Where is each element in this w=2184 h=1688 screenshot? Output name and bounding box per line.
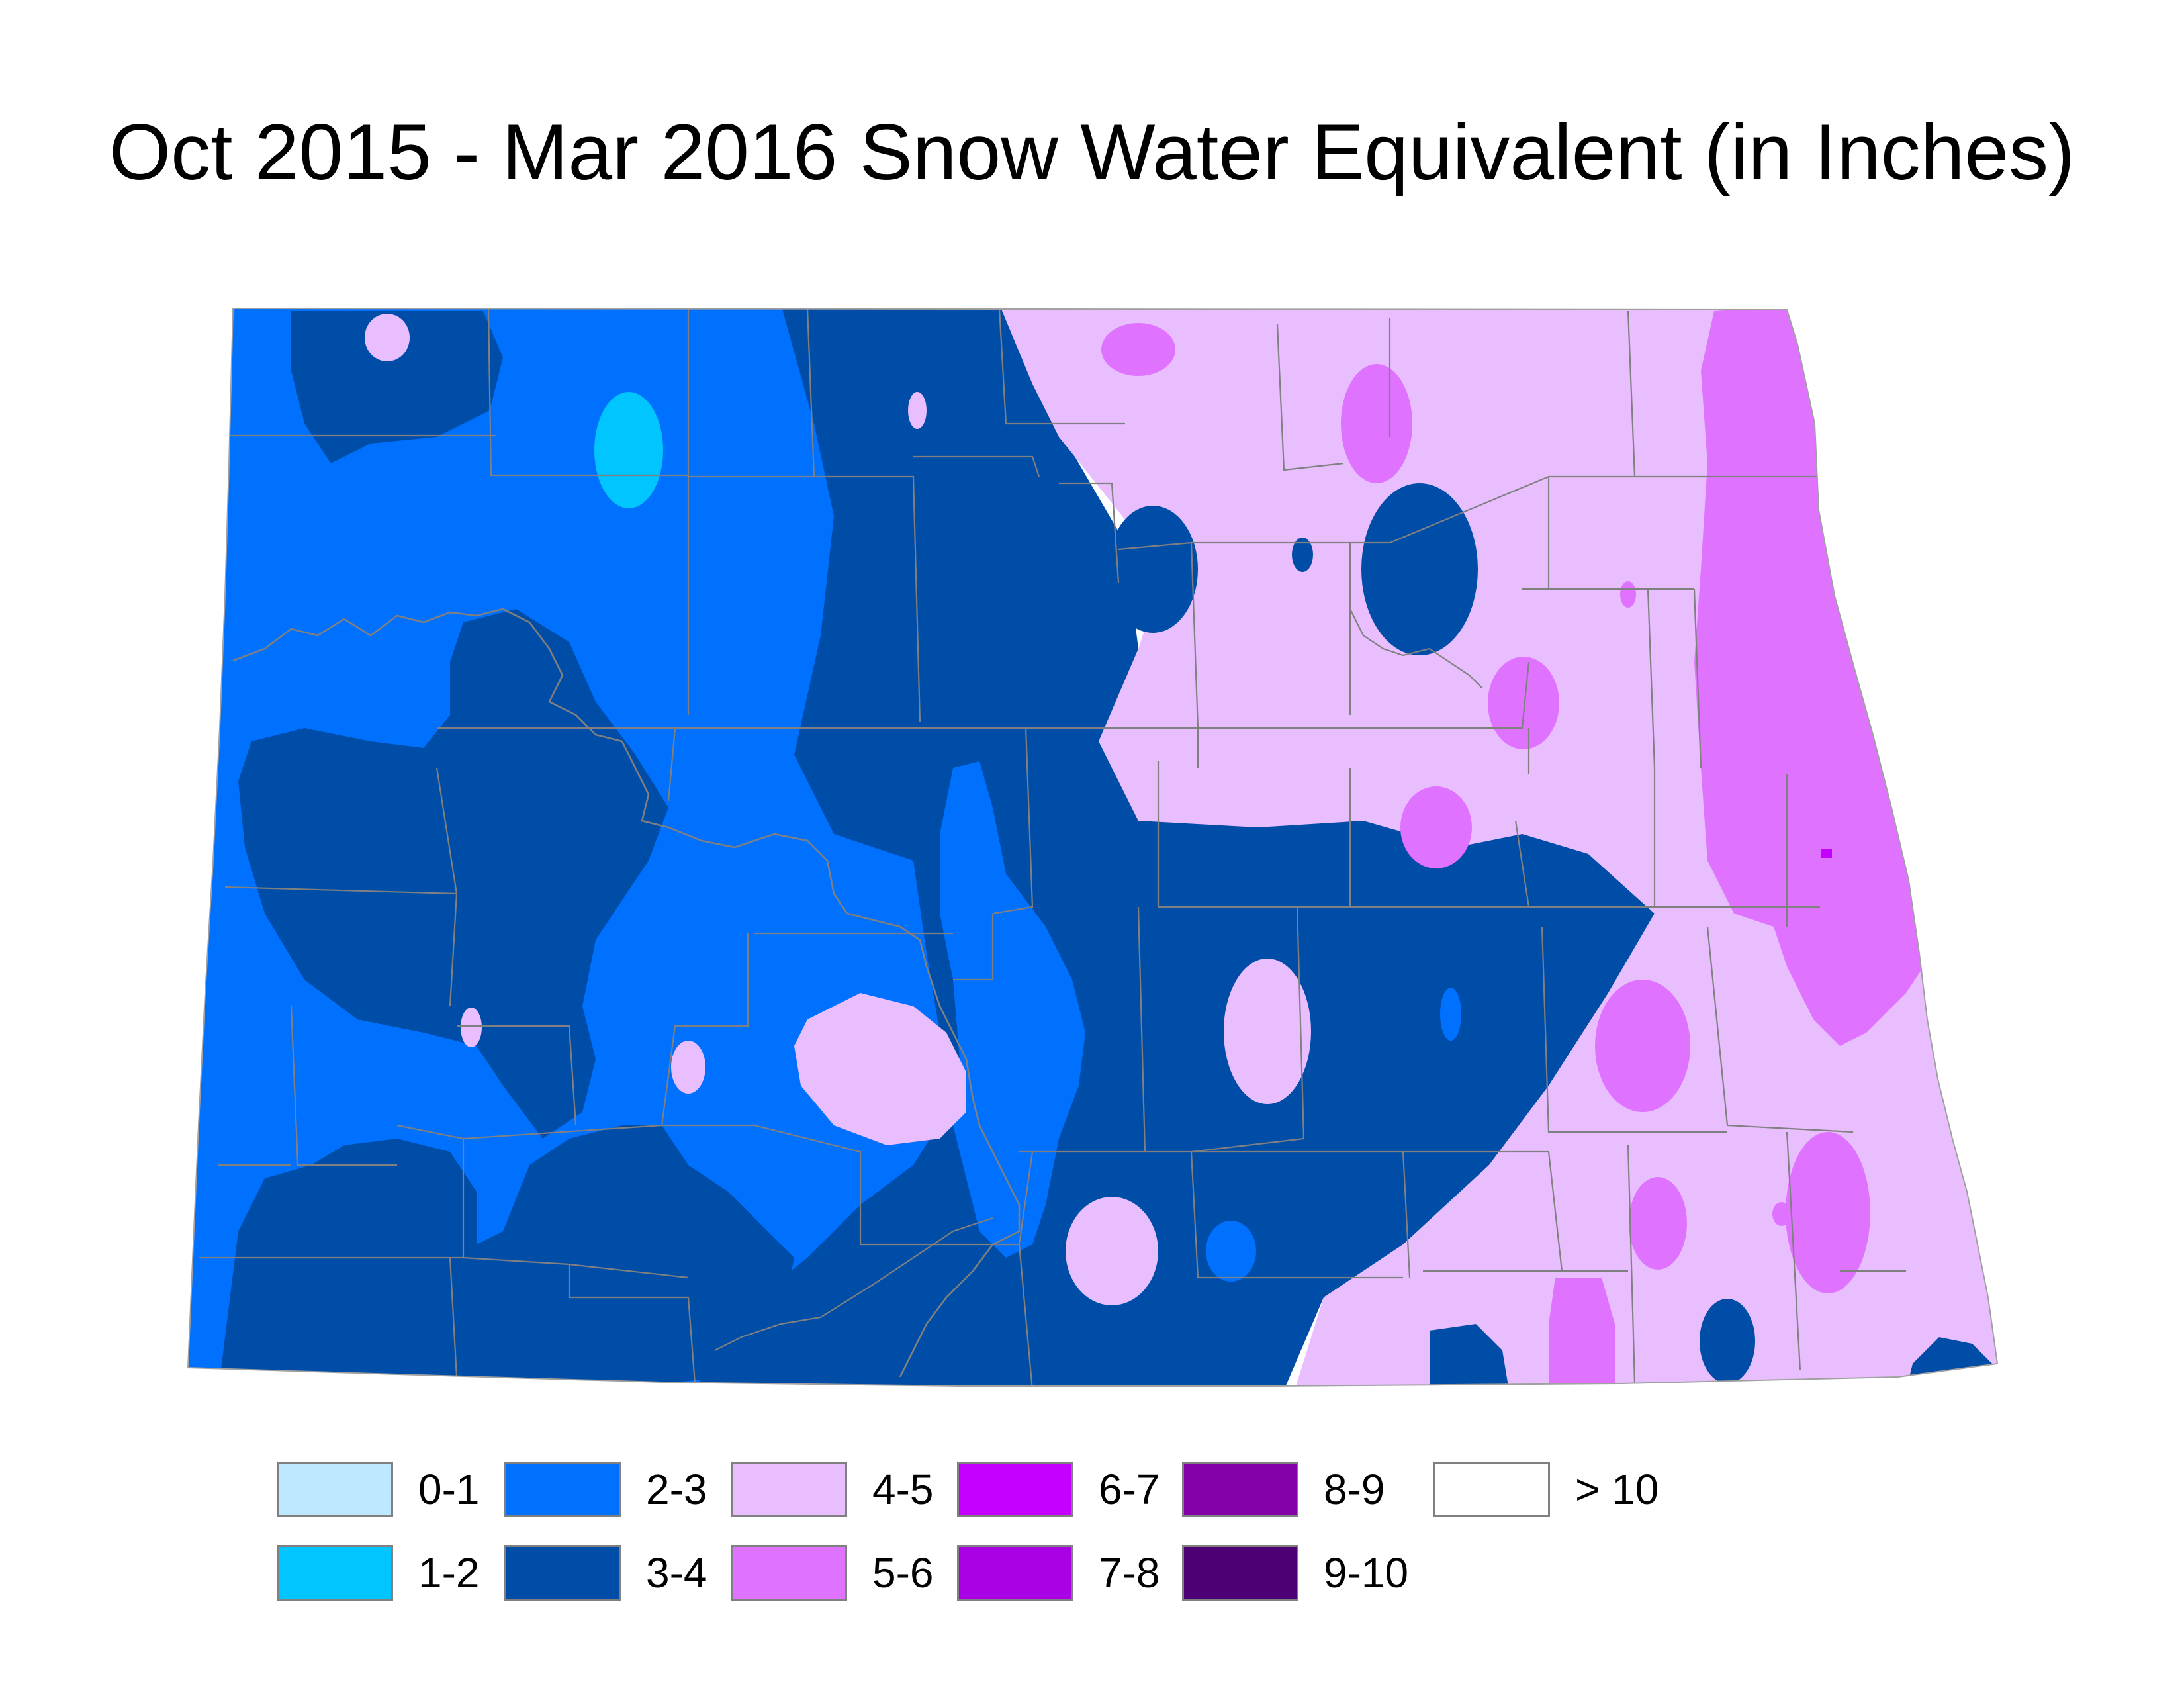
zone-3-4-southeast-spot-2 <box>1700 1299 1755 1383</box>
zone-2-3-south-central-spot <box>1206 1221 1256 1282</box>
zone-5-6-spot-4 <box>1400 786 1472 868</box>
zone-3-4-northwest <box>291 311 503 463</box>
zone-4-5-west-spot <box>461 1008 482 1047</box>
zone-3-4-southeast-spot <box>1430 1324 1509 1386</box>
zone-2-3-small-spot <box>1440 988 1461 1041</box>
zone-4-5-north-spot <box>365 314 410 361</box>
zone-5-6-spot-3 <box>1488 657 1559 749</box>
zone-5-6-red-river <box>1694 308 1933 1046</box>
zone-5-6-spot-5 <box>1595 980 1690 1112</box>
zone-5-6-north-spot-2 <box>1341 364 1412 483</box>
zone-4-5-east-island <box>1224 959 1311 1104</box>
map-title: Oct 2015 - Mar 2016 Snow Water Equivalen… <box>109 108 2075 197</box>
zone-4-5-south-island <box>1066 1197 1158 1305</box>
zone-3-4-southwest <box>218 1125 794 1386</box>
zone-2-3-central-lobe <box>940 761 1085 1258</box>
swe-zones <box>188 308 1997 1386</box>
zone-5-6-north-spot <box>1101 323 1175 376</box>
zone-3-4-northeast-of-central <box>1108 506 1198 633</box>
zone-5-6-spot-7 <box>1786 1132 1870 1293</box>
zone-5-6-spot-8 <box>1549 1278 1615 1383</box>
zone-4-5-north-spot-2 <box>908 392 927 429</box>
zone-3-4-devils-lake-island <box>1361 483 1478 655</box>
zone-6-7-speck <box>1821 849 1832 858</box>
zone-5-6-spot-6 <box>1629 1177 1687 1270</box>
zone-5-6-small-spot-2 <box>1772 1202 1791 1226</box>
zone-3-4-small-east-spot <box>1292 538 1313 572</box>
zone-5-6-small-spot <box>1620 581 1636 608</box>
county-boundaries <box>199 308 1906 1386</box>
zone-1-2-spot <box>594 392 663 508</box>
missouri-river <box>232 608 1021 1378</box>
devils-lake-shore <box>1349 608 1483 689</box>
zone-4-5-central-island <box>794 993 966 1145</box>
zone-4-5-south-spot <box>671 1041 705 1094</box>
missouri-river-branch <box>714 1217 993 1351</box>
zone-3-4-central <box>695 308 1655 1386</box>
